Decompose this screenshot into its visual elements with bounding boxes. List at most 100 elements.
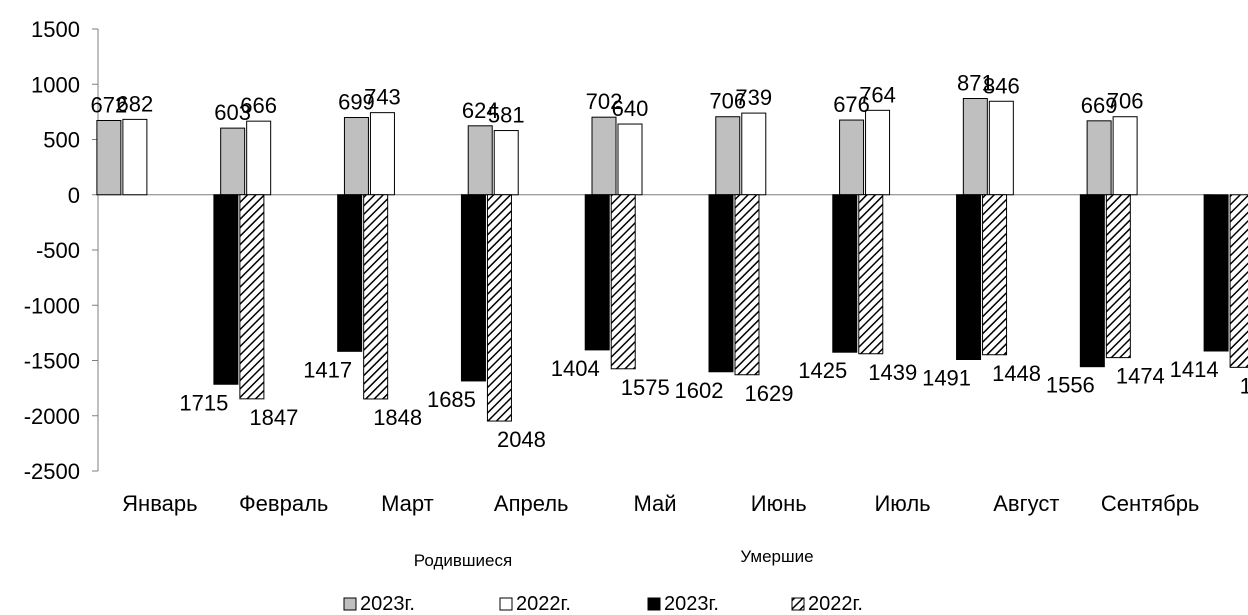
x-category-label: Февраль <box>239 491 328 516</box>
bar-series-2-cat-2 <box>460 194 486 382</box>
data-label-series-3-cat-7: 1474 <box>1116 364 1165 389</box>
legend-swatch-deaths-2022 <box>791 597 805 611</box>
bar-series-3-cat-3 <box>610 194 636 370</box>
y-tick-label: 1000 <box>31 72 80 97</box>
data-label-series-1-cat-3: 581 <box>488 103 525 128</box>
legend-swatch-births-2023 <box>343 597 357 611</box>
data-label-series-0-cat-3: 624 <box>462 98 499 123</box>
data-label-series-0-cat-4: 702 <box>586 89 623 114</box>
y-tick-label: 0 <box>68 183 80 208</box>
legend-label-deaths-2022: 2022г. <box>808 593 863 615</box>
bar-series-1-cat-8 <box>1112 116 1138 196</box>
bar-series-3-cat-4 <box>734 194 760 376</box>
bars-layer <box>96 98 1248 422</box>
x-category-label: Май <box>633 491 676 516</box>
data-label-series-1-cat-2: 743 <box>364 85 401 110</box>
bar-series-1-cat-4 <box>617 123 643 196</box>
bar-series-0-cat-6 <box>839 119 865 196</box>
bar-series-1-cat-3 <box>493 130 519 196</box>
data-label-series-1-cat-7: 846 <box>983 73 1020 98</box>
x-category-label: Сентябрь <box>1101 491 1200 516</box>
x-axis-category-labels: Январь Февраль Март Апрель Май Июнь Июль Август… <box>122 491 1199 516</box>
x-category-label: Март <box>381 491 434 516</box>
bar-series-0-cat-2 <box>343 117 369 196</box>
data-label-series-2-cat-2: 1685 <box>427 387 476 412</box>
y-tick-label: -500 <box>36 238 80 263</box>
y-tick-label: -2000 <box>24 404 80 429</box>
y-tick-label: 500 <box>43 128 80 153</box>
y-axis-tick-labels: 1500 1000 500 0 -500 -1000 -1500 -2000 -2500 <box>24 17 80 484</box>
data-label-series-0-cat-6: 676 <box>833 92 870 117</box>
bar-series-3-cat-1 <box>363 194 389 400</box>
group-label-births: Родившиеся <box>414 551 512 570</box>
legend-label-births-2022: 2022г. <box>516 593 571 615</box>
y-tick-label: -2500 <box>24 459 80 484</box>
data-label-series-0-cat-1: 603 <box>214 100 251 125</box>
data-label-series-2-cat-6: 1491 <box>922 366 971 391</box>
bar-series-3-cat-6 <box>982 194 1008 356</box>
data-label-series-3-cat-1: 1848 <box>373 405 422 430</box>
data-label-series-0-cat-2: 699 <box>338 90 375 115</box>
group-label-deaths: Умершие <box>740 547 813 566</box>
data-label-series-0-cat-5: 706 <box>709 89 746 114</box>
data-label-series-2-cat-4: 1602 <box>675 378 724 403</box>
bar-series-3-cat-0 <box>239 194 265 400</box>
data-label-series-2-cat-1: 1417 <box>303 357 352 382</box>
bar-series-3-cat-7 <box>1105 194 1131 359</box>
bar-series-2-cat-4 <box>708 194 734 373</box>
data-label-series-1-cat-8: 706 <box>1107 89 1144 114</box>
y-tick-label: -1500 <box>24 349 80 374</box>
data-label-series-2-cat-3: 1404 <box>551 356 600 381</box>
bar-series-0-cat-5 <box>715 116 741 196</box>
data-label-series-2-cat-7: 1556 <box>1046 373 1095 398</box>
bar-series-0-cat-8 <box>1086 120 1112 196</box>
data-label-series-1-cat-5: 739 <box>735 85 772 110</box>
bar-series-0-cat-0 <box>96 119 122 196</box>
data-label-series-3-cat-6: 1448 <box>992 361 1041 386</box>
data-label-series-2-cat-0: 1715 <box>179 390 228 415</box>
legend-swatch-births-2022 <box>499 597 513 611</box>
legend-swatch-deaths-2023 <box>647 597 661 611</box>
data-label-series-0-cat-8: 669 <box>1081 93 1118 118</box>
bar-series-0-cat-7 <box>962 98 988 196</box>
x-category-label: Январь <box>122 491 197 516</box>
data-label-series-3-cat-4: 1629 <box>745 381 794 406</box>
data-label-series-3-cat-0: 1847 <box>249 405 298 430</box>
data-label-series-1-cat-1: 666 <box>240 93 277 118</box>
y-tick-label: -1000 <box>24 293 80 318</box>
bar-series-2-cat-8 <box>1203 194 1229 352</box>
data-label-series-1-cat-6: 764 <box>859 82 896 107</box>
x-category-label: Август <box>993 491 1059 516</box>
bar-series-3-cat-8 <box>1229 194 1248 368</box>
legend-label-deaths-2023: 2023г. <box>664 593 719 615</box>
bar-series-1-cat-1 <box>246 120 272 196</box>
data-label-series-0-cat-7: 871 <box>957 71 994 96</box>
legend: 2023г. 2022г. 2023г. 2022г. <box>343 593 863 615</box>
bar-series-2-cat-0 <box>213 194 239 385</box>
data-label-series-3-cat-3: 1575 <box>621 375 670 400</box>
bar-series-1-cat-7 <box>988 100 1014 196</box>
bar-series-0-cat-3 <box>467 125 493 196</box>
bar-series-1-cat-5 <box>741 112 767 196</box>
bar-series-2-cat-1 <box>337 194 363 352</box>
data-label-series-3-cat-2: 2048 <box>497 427 546 452</box>
data-labels-layer: 672 603 699 624 702 706 676 871 669 682 666 743 581 6… <box>91 71 1248 453</box>
data-label-series-2-cat-8: 1414 <box>1170 357 1219 382</box>
series-group-labels: Родившиеся Умершие <box>414 547 814 570</box>
data-label-series-1-cat-0: 682 <box>117 91 154 116</box>
x-category-label: Июнь <box>751 491 807 516</box>
data-label-series-3-cat-5: 1439 <box>868 360 917 385</box>
legend-label-births-2023: 2023г. <box>360 593 415 615</box>
x-category-label: Июль <box>874 491 930 516</box>
data-label-series-2-cat-5: 1425 <box>798 358 847 383</box>
bar-series-3-cat-2 <box>486 194 512 422</box>
bar-series-1-cat-0 <box>122 118 148 196</box>
bar-series-1-cat-2 <box>369 112 395 196</box>
bar-series-2-cat-7 <box>1079 194 1105 368</box>
bar-series-2-cat-5 <box>832 194 858 353</box>
y-tick-label: 1500 <box>31 17 80 42</box>
bar-series-0-cat-4 <box>591 116 617 196</box>
bar-series-1-cat-6 <box>865 109 891 196</box>
data-label-series-0-cat-0: 672 <box>91 92 128 117</box>
